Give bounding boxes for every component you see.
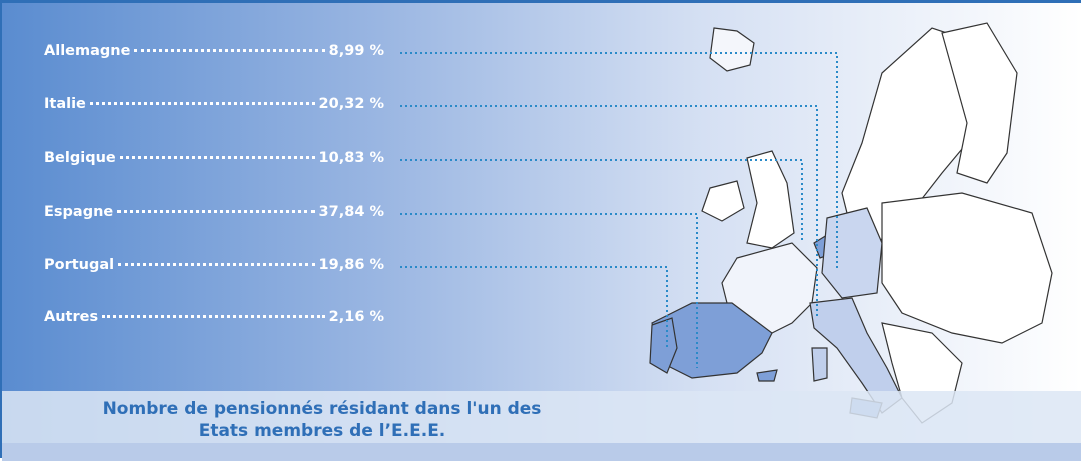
caption: Nombre de pensionnés résidant dans l'un … xyxy=(32,398,612,442)
germany xyxy=(821,207,883,299)
country: Espagne xyxy=(44,204,114,220)
footer-strip xyxy=(2,443,1081,461)
leader xyxy=(89,102,315,105)
connector xyxy=(400,266,668,348)
country: Belgique xyxy=(44,150,116,166)
leader xyxy=(119,156,315,159)
percentage: 2,16 % xyxy=(328,309,384,325)
list-row: Belgique 10,83 % xyxy=(44,150,384,166)
uk xyxy=(746,150,795,249)
connector xyxy=(400,159,803,243)
leader xyxy=(118,263,315,266)
leader xyxy=(117,210,315,213)
connector xyxy=(400,105,818,318)
country: Allemagne xyxy=(44,43,131,59)
eastern-europe xyxy=(881,192,1053,344)
list-row: Autres 2,16 % xyxy=(44,309,384,325)
country: Autres xyxy=(44,309,99,325)
percentage: 20,32 % xyxy=(318,96,384,112)
list-row: Espagne 37,84 % xyxy=(44,204,384,220)
leader xyxy=(134,49,325,52)
caption-line: Etats membres de l’E.E.E. xyxy=(198,421,446,441)
balearics xyxy=(756,369,778,382)
connector xyxy=(400,213,698,368)
sardinia xyxy=(811,347,828,382)
connector xyxy=(400,52,838,271)
percentage: 8,99 % xyxy=(328,43,384,59)
spain xyxy=(651,302,773,379)
caption-band xyxy=(2,391,1081,443)
list-row: Allemagne 8,99 % xyxy=(44,43,384,59)
percentage: 10,83 % xyxy=(318,150,384,166)
percentage: 19,86 % xyxy=(318,257,384,273)
ireland xyxy=(701,180,745,222)
finland xyxy=(941,22,1018,184)
europe-map xyxy=(400,22,1053,424)
list-row: Portugal 19,86 % xyxy=(44,257,384,273)
caption-line: Nombre de pensionnés résidant dans l'un … xyxy=(102,399,542,419)
country: Portugal xyxy=(44,257,115,273)
leader xyxy=(102,315,325,318)
percentage: 37,84 % xyxy=(318,204,384,220)
country: Italie xyxy=(44,96,86,112)
portugal xyxy=(649,317,678,374)
iceland xyxy=(709,27,755,72)
list-row: Italie 20,32 % xyxy=(44,96,384,112)
